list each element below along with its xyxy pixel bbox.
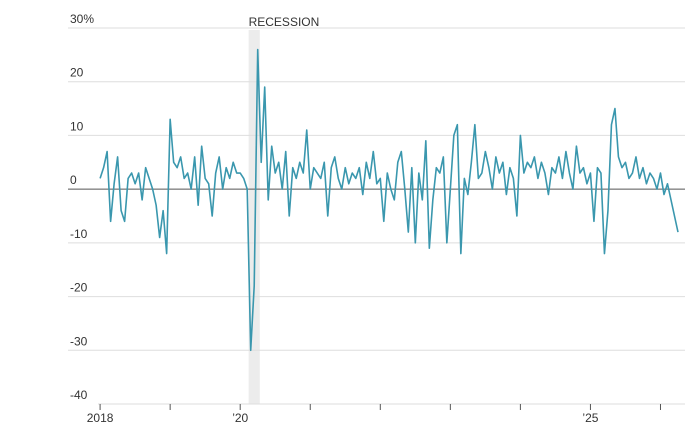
data-line: [99, 48, 679, 352]
recession-band: [248, 30, 260, 404]
y-tick-label: -10: [70, 227, 88, 241]
y-tick-label: -40: [70, 388, 88, 402]
recession-label: RECESSION: [249, 15, 320, 29]
x-tick-label: ’25: [582, 411, 598, 425]
y-tick-label: 30%: [70, 12, 94, 26]
y-tick-label: -30: [70, 334, 88, 348]
y-tick-label: -20: [70, 281, 88, 295]
y-tick-label: 10: [70, 119, 84, 133]
x-tick-label: ’20: [232, 411, 248, 425]
x-tick-label: 2018: [87, 411, 114, 425]
y-tick-label: 20: [70, 66, 84, 80]
y-tick-label: 0: [70, 173, 77, 187]
